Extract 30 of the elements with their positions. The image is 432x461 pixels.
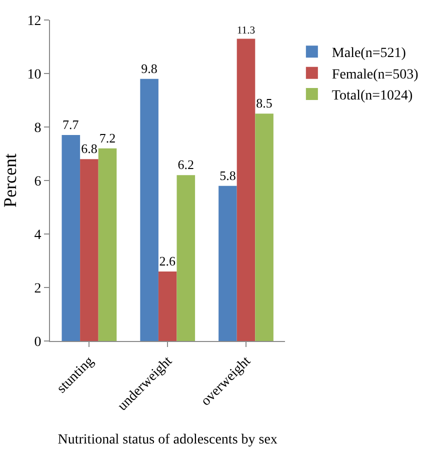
bar bbox=[80, 159, 98, 341]
data-label: 7.2 bbox=[99, 130, 116, 146]
bar bbox=[255, 114, 274, 341]
data-label: 11.3 bbox=[236, 24, 256, 36]
y-axis-title: Percent bbox=[0, 154, 20, 208]
legend-label: Total(n=1024) bbox=[332, 88, 414, 104]
data-label: 9.8 bbox=[141, 60, 158, 76]
bar bbox=[98, 148, 117, 341]
data-label: 2.6 bbox=[159, 253, 176, 268]
x-axis-title: Nutritional status of adolescents by sex bbox=[58, 432, 278, 448]
bar bbox=[176, 175, 196, 341]
y-tick-label: 4 bbox=[34, 228, 42, 243]
bar bbox=[218, 186, 237, 341]
data-label: 6.8 bbox=[81, 141, 98, 156]
y-tick-label: 12 bbox=[27, 14, 42, 29]
legend-label: Male(n=521) bbox=[332, 46, 406, 62]
bar bbox=[236, 38, 256, 341]
y-tick-label: 2 bbox=[34, 281, 42, 296]
data-label: 7.7 bbox=[62, 117, 80, 132]
bar bbox=[158, 271, 177, 341]
y-tick-label: 10 bbox=[27, 67, 42, 82]
legend-label: Female(n=503) bbox=[332, 67, 419, 82]
bar bbox=[62, 135, 80, 341]
y-tick-label: 0 bbox=[34, 334, 42, 350]
data-label: 8.5 bbox=[256, 96, 272, 111]
y-tick-label: 6 bbox=[34, 174, 42, 190]
data-label: 6.2 bbox=[178, 157, 194, 172]
bar bbox=[140, 78, 158, 341]
y-tick-label: 8 bbox=[34, 120, 42, 136]
data-label: 5.8 bbox=[220, 168, 236, 183]
